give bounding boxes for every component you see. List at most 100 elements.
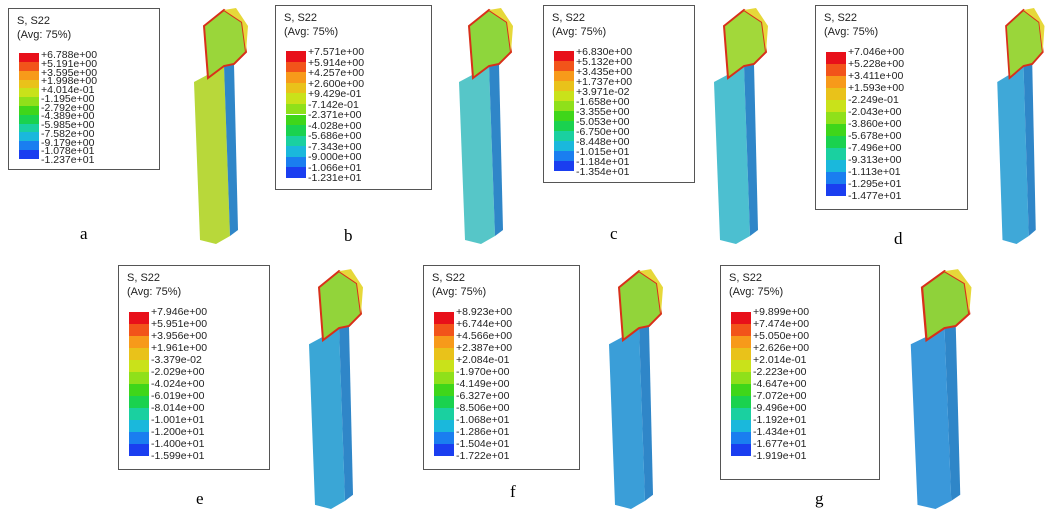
legend-value: +3.411e+00: [848, 70, 903, 82]
legend-swatch: [19, 150, 39, 159]
legend-swatch: [731, 348, 751, 360]
panel-label: a: [80, 224, 88, 244]
legend-swatch: [731, 432, 751, 444]
legend-value: -1.113e+01: [848, 166, 901, 178]
legend-swatch: [434, 360, 454, 372]
legend-subtitle: (Avg: 75%): [729, 286, 783, 298]
legend-swatch: [19, 132, 39, 141]
legend-title: S, S22: [17, 15, 50, 27]
legend-swatch: [434, 372, 454, 384]
legend-swatch: [129, 348, 149, 360]
panel-label: e: [196, 489, 204, 509]
legend-swatch: [129, 324, 149, 336]
legend-swatch: [434, 432, 454, 444]
legend-value: -1.068e+01: [456, 414, 509, 426]
legend-swatch: [286, 51, 306, 62]
legend-value: +2.387e+00: [456, 342, 512, 354]
panel-label: f: [510, 482, 516, 502]
legend-value: -7.072e+00: [753, 390, 806, 402]
legend-box: S, S22(Avg: 75%)+8.923e+00+6.744e+00+4.5…: [423, 265, 580, 470]
legend-swatch: [19, 97, 39, 106]
legend-swatch: [286, 93, 306, 104]
legend-value: +2.014e-01: [753, 354, 806, 366]
legend-value: -5.678e+00: [848, 130, 901, 142]
legend-swatch: [731, 444, 751, 456]
legend-swatch: [19, 53, 39, 62]
legend-swatch: [554, 131, 574, 141]
legend-swatch: [826, 172, 846, 184]
legend-value: -4.149e+00: [456, 378, 509, 390]
legend-swatch: [434, 324, 454, 336]
legend-swatch: [286, 167, 306, 178]
legend-value: -1.677e+01: [753, 438, 806, 450]
model-render: [895, 265, 985, 511]
panel-label: d: [894, 229, 903, 249]
legend-value: +8.923e+00: [456, 306, 512, 318]
legend-swatch: [286, 83, 306, 94]
model-part: [714, 66, 750, 244]
legend-value: +6.744e+00: [456, 318, 512, 330]
legend-swatch: [19, 62, 39, 71]
legend-swatch: [554, 111, 574, 121]
legend-swatch: [826, 160, 846, 172]
legend-title: S, S22: [729, 272, 762, 284]
legend-value: +5.228e+00: [848, 58, 904, 70]
legend-swatch: [129, 396, 149, 408]
legend-swatch: [731, 336, 751, 348]
legend-swatch: [554, 81, 574, 91]
legend-swatch: [129, 312, 149, 324]
legend-swatch: [731, 360, 751, 372]
legend-swatch: [286, 104, 306, 115]
legend-swatch: [19, 80, 39, 89]
legend-value: -3.860e+00: [848, 118, 901, 130]
legend-swatch: [554, 121, 574, 131]
legend-swatch: [826, 148, 846, 160]
legend-swatch: [129, 336, 149, 348]
legend-swatch: [434, 420, 454, 432]
model-render: [595, 265, 675, 511]
legend-swatch: [826, 76, 846, 88]
legend-swatch: [554, 71, 574, 81]
model-render: [180, 4, 260, 246]
legend-box: S, S22(Avg: 75%)+6.830e+00+5.132e+00+3.4…: [543, 5, 695, 183]
legend-box: S, S22(Avg: 75%)+7.946e+00+5.951e+00+3.9…: [118, 265, 270, 470]
model-render: [295, 265, 375, 511]
legend-value: +5.050e+00: [753, 330, 809, 342]
legend-swatch: [434, 396, 454, 408]
legend-value: -1.354e+01: [576, 166, 629, 178]
legend-value: -1.599e+01: [151, 450, 204, 462]
legend-value: -6.019e+00: [151, 390, 204, 402]
legend-swatch: [129, 420, 149, 432]
legend-subtitle: (Avg: 75%): [127, 286, 181, 298]
legend-swatch: [554, 151, 574, 161]
legend-subtitle: (Avg: 75%): [552, 26, 606, 38]
legend-value: -1.400e+01: [151, 438, 204, 450]
legend-swatch: [826, 64, 846, 76]
legend-swatch: [826, 124, 846, 136]
legend-value: -1.970e+00: [456, 366, 509, 378]
panel-label: c: [610, 224, 618, 244]
legend-value: -1.434e+01: [753, 426, 806, 438]
legend-swatch: [731, 420, 751, 432]
legend-value: +1.593e+00: [848, 82, 904, 94]
legend-value: +9.899e+00: [753, 306, 809, 318]
legend-value: +4.566e+00: [456, 330, 512, 342]
legend-swatch: [826, 184, 846, 196]
legend-value: -1.231e+01: [308, 172, 361, 184]
legend-value: -2.029e+00: [151, 366, 204, 378]
legend-title: S, S22: [127, 272, 160, 284]
legend-swatch: [286, 115, 306, 126]
legend-box: S, S22(Avg: 75%)+6.788e+00+5.191e+00+3.5…: [8, 8, 160, 170]
figure: S, S22(Avg: 75%)+6.788e+00+5.191e+00+3.5…: [0, 0, 1049, 511]
legend-title: S, S22: [284, 12, 317, 24]
legend-value: -8.014e+00: [151, 402, 204, 414]
legend-value: -6.327e+00: [456, 390, 509, 402]
legend-box: S, S22(Avg: 75%)+7.571e+00+5.914e+00+4.2…: [275, 5, 432, 190]
model-part: [997, 66, 1029, 244]
legend-swatch: [731, 312, 751, 324]
legend-swatch: [434, 336, 454, 348]
legend-swatch: [19, 106, 39, 115]
legend-value: -1.477e+01: [848, 190, 901, 202]
legend-swatch: [286, 157, 306, 168]
legend-value: +3.956e+00: [151, 330, 207, 342]
